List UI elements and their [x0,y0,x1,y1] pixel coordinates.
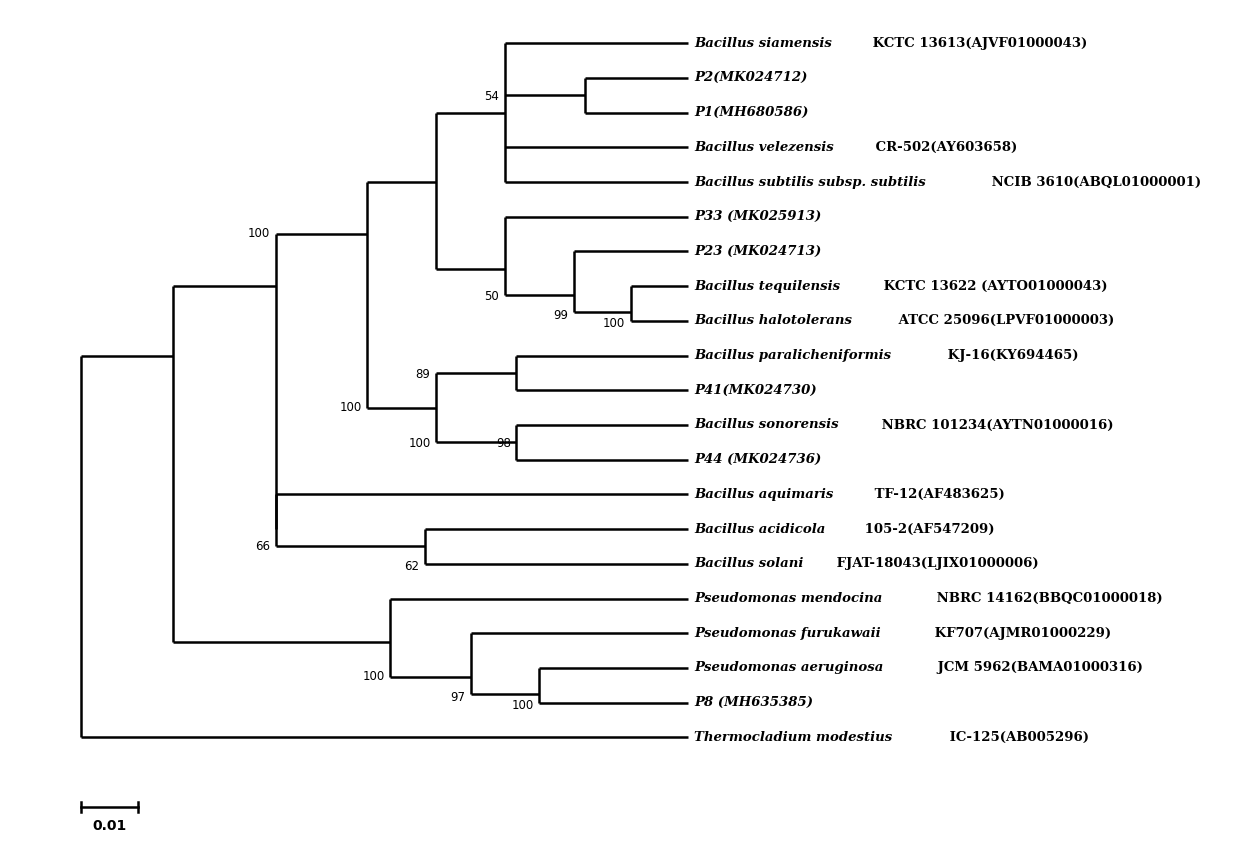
Text: KF707(AJMR01000229): KF707(AJMR01000229) [930,626,1111,640]
Text: 99: 99 [553,309,567,322]
Text: 100: 100 [603,317,626,331]
Text: Bacillus sonorensis: Bacillus sonorensis [694,418,839,432]
Text: 100: 100 [248,227,270,241]
Text: P8 (MH635385): P8 (MH635385) [694,696,813,709]
Text: P1(MH680586): P1(MH680586) [694,106,808,119]
Text: Thermocladium modestius: Thermocladium modestius [694,731,892,744]
Text: NBRC 14162(BBQC01000018): NBRC 14162(BBQC01000018) [932,592,1162,605]
Text: 100: 100 [363,670,384,683]
Text: Pseudomonas furukawaii: Pseudomonas furukawaii [694,626,881,640]
Text: Bacillus paralicheniformis: Bacillus paralicheniformis [694,349,891,362]
Text: Bacillus solani: Bacillus solani [694,558,803,570]
Text: Bacillus aquimaris: Bacillus aquimaris [694,488,834,501]
Text: P23 (MK024713): P23 (MK024713) [694,245,821,258]
Text: CR-502(AY603658): CR-502(AY603658) [871,141,1017,154]
Text: 54: 54 [484,90,499,103]
Text: Pseudomonas aeruginosa: Pseudomonas aeruginosa [694,661,883,674]
Text: FJAT-18043(LJIX01000006): FJAT-18043(LJIX01000006) [833,558,1038,570]
Text: 62: 62 [404,560,419,574]
Text: P44 (MK024736): P44 (MK024736) [694,453,821,466]
Text: 0.01: 0.01 [93,819,126,833]
Text: NBRC 101234(AYTN01000016): NBRC 101234(AYTN01000016) [877,418,1114,432]
Text: Bacillus siamensis: Bacillus siamensis [694,37,831,49]
Text: Pseudomonas mendocina: Pseudomonas mendocina [694,592,882,605]
Text: P33 (MK025913): P33 (MK025913) [694,210,821,224]
Text: KJ-16(KY694465): KJ-16(KY694465) [943,349,1079,362]
Text: NCIB 3610(ABQL01000001): NCIB 3610(ABQL01000001) [987,176,1201,189]
Text: JCM 5962(BAMA01000316): JCM 5962(BAMA01000316) [933,661,1144,674]
Text: Bacillus tequilensis: Bacillus tequilensis [694,280,840,292]
Text: 100: 100 [512,700,534,712]
Text: Bacillus acidicola: Bacillus acidicola [694,523,825,536]
Text: IC-125(AB005296): IC-125(AB005296) [944,731,1089,744]
Text: Bacillus subtilis subsp. subtilis: Bacillus subtilis subsp. subtilis [694,176,926,189]
Text: P2(MK024712): P2(MK024712) [694,71,808,84]
Text: Bacillus halotolerans: Bacillus halotolerans [694,314,852,327]
Text: 105-2(AF547209): 105-2(AF547209) [860,523,995,536]
Text: TF-12(AF483625): TF-12(AF483625) [870,488,1005,501]
Text: KCTC 13622 (AYTO01000043): KCTC 13622 (AYTO01000043) [878,280,1108,292]
Text: KCTC 13613(AJVF01000043): KCTC 13613(AJVF01000043) [869,37,1088,49]
Text: 50: 50 [484,290,499,303]
Text: 100: 100 [408,437,430,451]
Text: 66: 66 [255,540,270,552]
Text: P41(MK024730): P41(MK024730) [694,384,817,397]
Text: 100: 100 [339,400,362,414]
Text: 98: 98 [496,437,510,451]
Text: ATCC 25096(LPVF01000003): ATCC 25096(LPVF01000003) [893,314,1114,327]
Text: Bacillus velezensis: Bacillus velezensis [694,141,834,154]
Text: 97: 97 [450,690,465,704]
Text: 89: 89 [415,368,430,381]
